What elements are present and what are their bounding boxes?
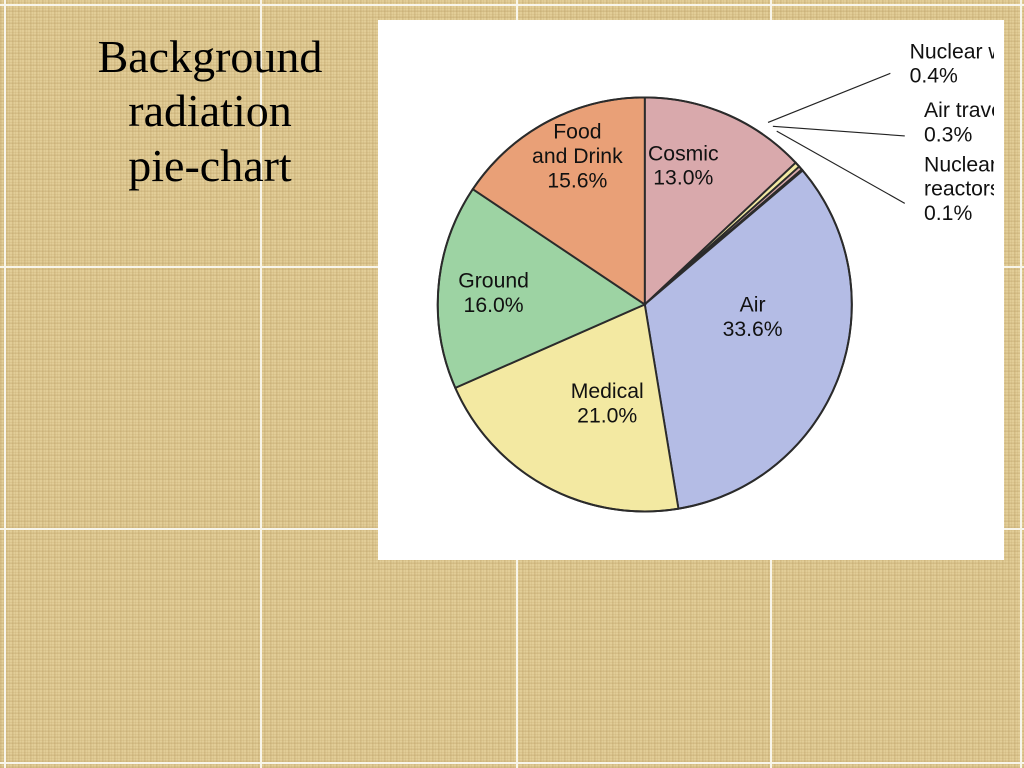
leader-line: [768, 73, 890, 122]
radiation-pie-chart: Cosmic13.0% Nuclear weapons0.4% Air travel…: [388, 30, 994, 550]
pie-label-nuclear-weapons: Nuclear weapons0.4%: [910, 40, 994, 87]
pie-label-ground: Ground16.0%: [458, 269, 529, 316]
title-line-2: radiation: [40, 84, 380, 138]
pie-label-cosmic: Cosmic13.0%: [648, 142, 719, 189]
title-line-1: Background: [40, 30, 380, 84]
title-line-3: pie-chart: [40, 139, 380, 193]
slide-title: Background radiation pie-chart: [40, 30, 380, 193]
leader-line: [773, 126, 905, 136]
pie-label-nuclear-reactors: Nuclearreactors0.1%: [924, 153, 994, 225]
pie-label-air-travel: Air travel0.3%: [924, 99, 994, 146]
chart-card: Cosmic13.0% Nuclear weapons0.4% Air travel…: [378, 20, 1004, 560]
pie-label-medical: Medical21.0%: [571, 380, 644, 427]
